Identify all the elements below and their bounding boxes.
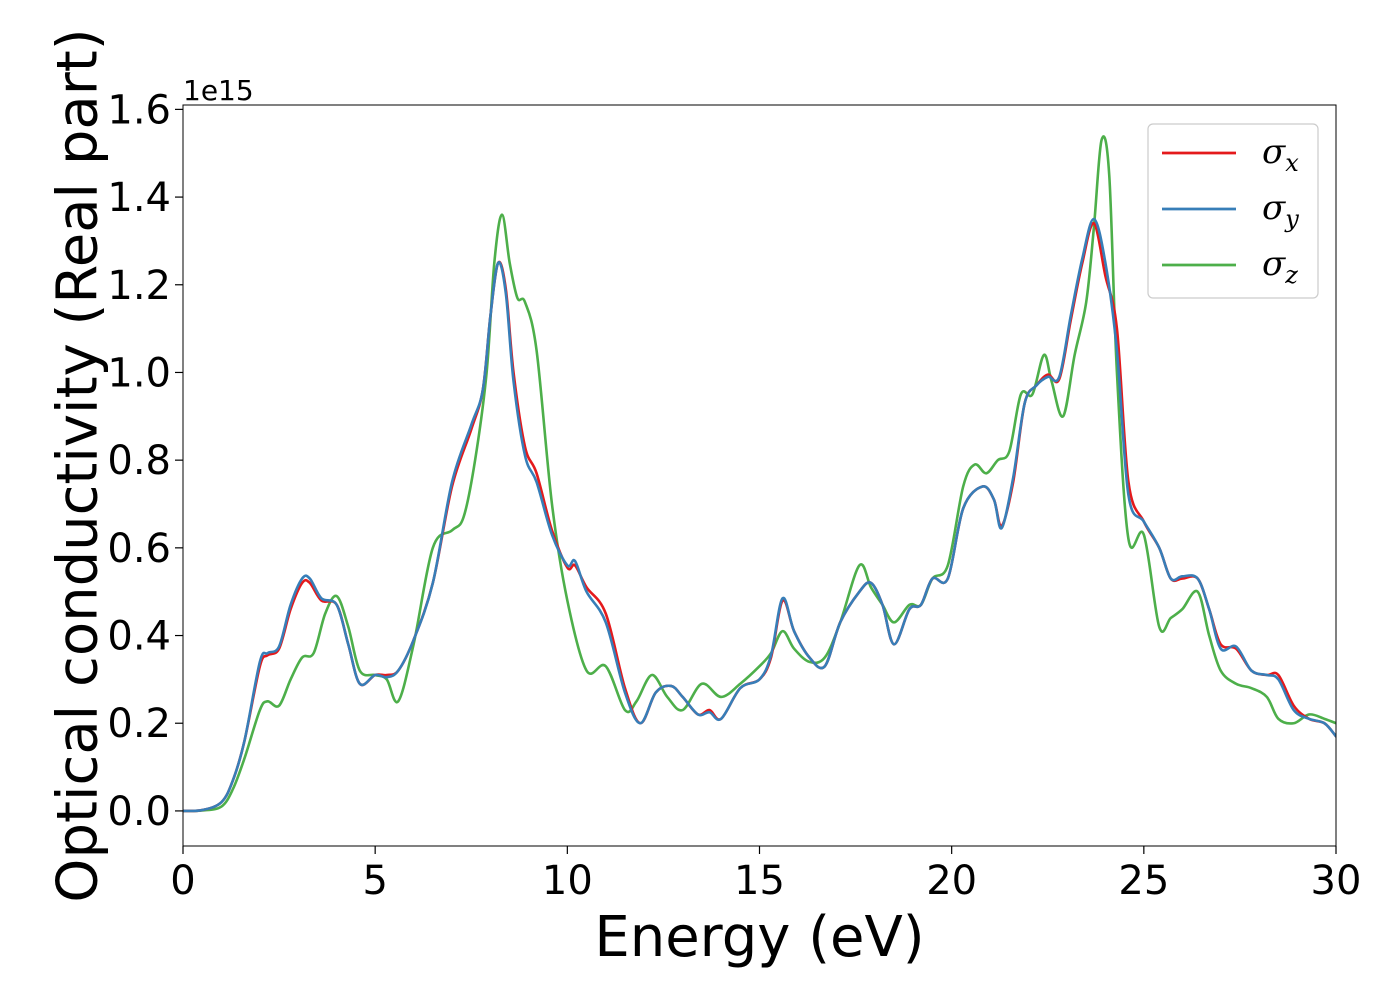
x-axis-ticks: 0 5 10 15 20 25 30 xyxy=(170,846,1361,904)
y-tick-label: 1.0 xyxy=(107,350,171,396)
legend-label-x: σx xyxy=(1262,132,1299,177)
x-tick-label: 30 xyxy=(1311,858,1362,904)
y-tick-label: 0.8 xyxy=(107,438,171,484)
series-line-y xyxy=(183,217,1336,813)
x-tick-label: 20 xyxy=(926,858,977,904)
y-tick-label: 0.4 xyxy=(107,614,171,660)
y-axis-offset-label: 1e15 xyxy=(183,74,254,107)
x-tick-label: 15 xyxy=(734,858,785,904)
series-layer xyxy=(183,135,1336,813)
legend-label-y: σy xyxy=(1262,188,1299,233)
y-tick-label: 1.2 xyxy=(107,263,171,309)
legend-label-z: σz xyxy=(1262,244,1298,289)
y-axis-ticks: 0.0 0.2 0.4 0.6 0.8 1.0 1.2 1.4 1.6 xyxy=(107,87,183,835)
legend-box xyxy=(1147,123,1319,299)
legend: σx σy σz xyxy=(1147,123,1319,299)
x-tick-label: 5 xyxy=(362,858,387,904)
x-tick-label: 10 xyxy=(542,858,593,904)
x-tick-label: 25 xyxy=(1118,858,1169,904)
x-tick-label: 0 xyxy=(170,858,195,904)
y-tick-label: 1.4 xyxy=(107,175,171,221)
y-tick-label: 0.2 xyxy=(107,701,171,747)
y-tick-label: 1.6 xyxy=(107,87,171,133)
x-axis-title: Energy (eV) xyxy=(594,905,924,970)
y-axis-title: Optical conductivity (Real part) xyxy=(46,28,111,902)
plot-area xyxy=(183,105,1336,846)
y-tick-label: 0.0 xyxy=(107,789,171,835)
y-tick-label: 0.6 xyxy=(107,526,171,572)
